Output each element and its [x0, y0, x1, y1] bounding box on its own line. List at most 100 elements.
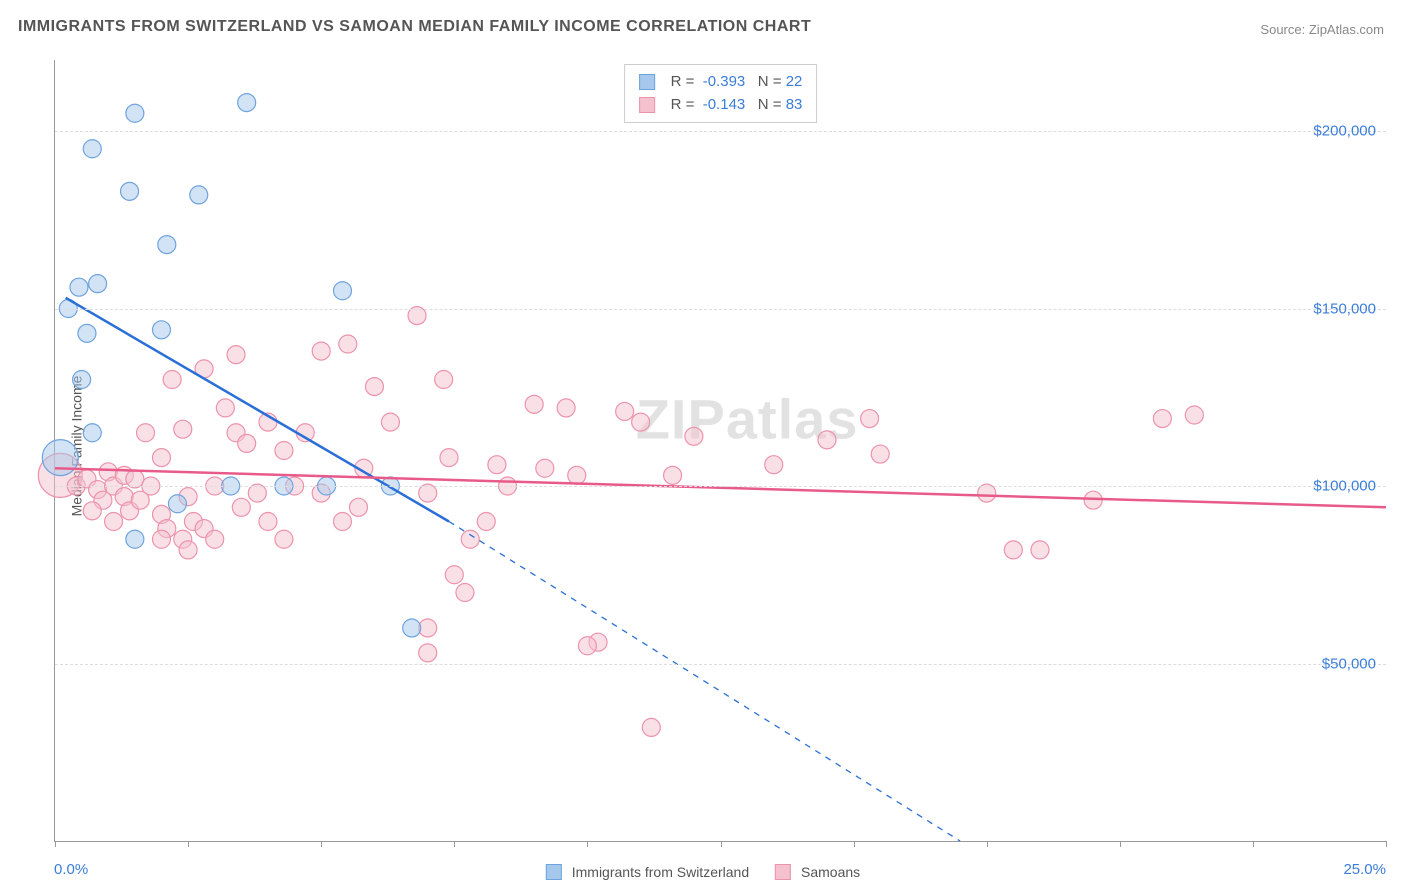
data-point	[818, 431, 836, 449]
plot-area: ZIPatlas R = -0.393 N = 22R = -0.143 N =…	[54, 60, 1386, 842]
data-point	[568, 466, 586, 484]
data-point	[168, 495, 186, 513]
data-point	[1185, 406, 1203, 424]
data-point	[174, 420, 192, 438]
data-point	[333, 282, 351, 300]
stats-text: R = -0.143 N = 83	[671, 94, 803, 117]
data-point	[232, 498, 250, 516]
gridline	[55, 309, 1386, 310]
data-point	[1084, 491, 1102, 509]
y-tick-label: $150,000	[1313, 300, 1376, 317]
data-point	[42, 440, 78, 476]
y-tick-label: $100,000	[1313, 478, 1376, 495]
legend-item-switzerland: Immigrants from Switzerland	[546, 864, 749, 880]
data-point	[456, 584, 474, 602]
data-point	[536, 459, 554, 477]
gridline	[55, 131, 1386, 132]
data-point	[216, 399, 234, 417]
data-point	[259, 513, 277, 531]
x-tick	[454, 841, 455, 847]
stats-row: R = -0.143 N = 83	[639, 94, 803, 117]
x-tick	[188, 841, 189, 847]
data-point	[238, 94, 256, 112]
data-point	[333, 513, 351, 531]
data-point	[227, 346, 245, 364]
stats-swatch	[639, 74, 655, 90]
data-point	[137, 424, 155, 442]
data-point	[275, 530, 293, 548]
data-point	[152, 321, 170, 339]
data-point	[83, 424, 101, 442]
x-tick	[854, 841, 855, 847]
data-point	[89, 275, 107, 293]
source-attribution: Source: ZipAtlas.com	[1260, 22, 1384, 37]
data-point	[557, 399, 575, 417]
data-point	[403, 619, 421, 637]
data-point	[83, 502, 101, 520]
x-tick	[321, 841, 322, 847]
data-point	[419, 644, 437, 662]
data-point	[664, 466, 682, 484]
data-point	[632, 413, 650, 431]
data-point	[349, 498, 367, 516]
data-point	[381, 413, 399, 431]
data-point	[121, 182, 139, 200]
data-point	[70, 278, 88, 296]
bottom-legend: Immigrants from Switzerland Samoans	[546, 864, 860, 880]
data-point	[275, 442, 293, 460]
gridline	[55, 486, 1386, 487]
x-tick	[1386, 841, 1387, 847]
data-point	[685, 427, 703, 445]
gridline	[55, 664, 1386, 665]
data-point	[339, 335, 357, 353]
data-point	[78, 324, 96, 342]
data-point	[190, 186, 208, 204]
data-point	[126, 104, 144, 122]
x-axis-start-label: 0.0%	[54, 861, 88, 878]
data-point	[477, 513, 495, 531]
data-point	[163, 371, 181, 389]
data-point	[83, 140, 101, 158]
data-point	[152, 530, 170, 548]
data-point	[105, 513, 123, 531]
legend-label-switzerland: Immigrants from Switzerland	[572, 864, 749, 880]
data-point	[642, 718, 660, 736]
y-tick-label: $50,000	[1322, 655, 1376, 672]
data-point	[765, 456, 783, 474]
stats-swatch	[639, 97, 655, 113]
legend-label-samoans: Samoans	[801, 864, 860, 880]
x-tick	[1253, 841, 1254, 847]
data-point	[461, 530, 479, 548]
x-tick	[721, 841, 722, 847]
data-point	[238, 434, 256, 452]
data-point	[440, 449, 458, 467]
data-point	[419, 619, 437, 637]
data-point	[126, 530, 144, 548]
y-tick-label: $200,000	[1313, 123, 1376, 140]
data-point	[312, 342, 330, 360]
x-tick	[1120, 841, 1121, 847]
legend-item-samoans: Samoans	[775, 864, 860, 880]
data-point	[179, 541, 197, 559]
x-tick	[55, 841, 56, 847]
source-label: Source:	[1260, 22, 1305, 37]
swatch-switzerland	[546, 864, 562, 880]
data-point	[206, 530, 224, 548]
data-point	[445, 566, 463, 584]
stats-row: R = -0.393 N = 22	[639, 71, 803, 94]
stats-legend-box: R = -0.393 N = 22R = -0.143 N = 83	[624, 64, 818, 123]
data-point	[365, 378, 383, 396]
data-point	[435, 371, 453, 389]
data-point	[488, 456, 506, 474]
data-point	[73, 371, 91, 389]
data-point	[158, 236, 176, 254]
trend-line-extrapolation	[449, 522, 960, 842]
data-point	[616, 402, 634, 420]
chart-title: IMMIGRANTS FROM SWITZERLAND VS SAMOAN ME…	[18, 18, 811, 36]
data-point	[1153, 410, 1171, 428]
chart-svg	[55, 60, 1386, 841]
data-point	[578, 637, 596, 655]
data-point	[152, 449, 170, 467]
stats-text: R = -0.393 N = 22	[671, 71, 803, 94]
x-axis-end-label: 25.0%	[1343, 861, 1386, 878]
